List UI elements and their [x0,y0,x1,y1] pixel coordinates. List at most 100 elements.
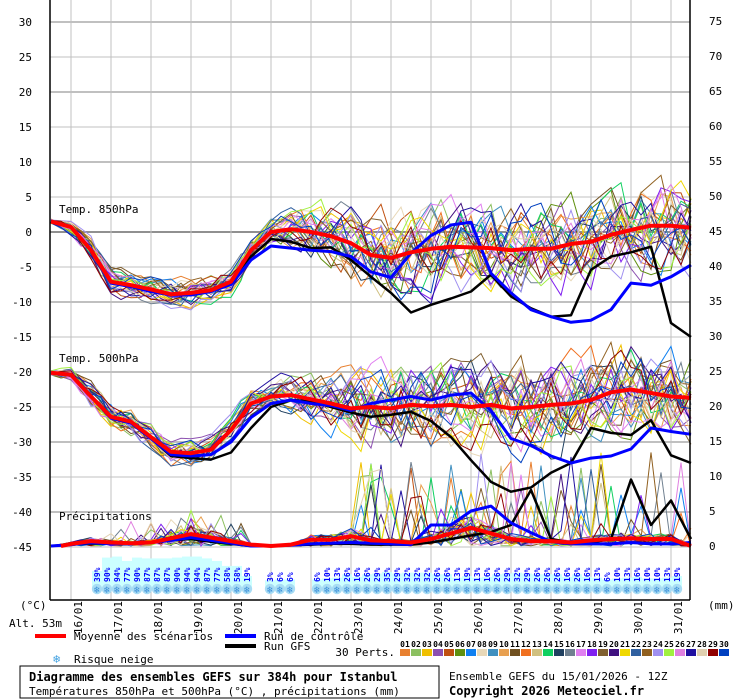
member-number: 12 [521,640,531,649]
snowflake-icon: ❄ [604,585,611,596]
snowflake-icon [571,583,583,595]
left-tick-label: -15 [12,331,32,344]
snow-risk-percent: 87% [203,567,212,582]
snow-risk-bar [372,573,382,588]
left-tick-label: 30 [19,16,32,29]
snow-risk-percent: 6% [313,572,322,582]
left-tick-label: 10 [19,156,32,169]
snow-risk-bar [632,576,642,588]
member-color-swatch [411,649,421,656]
mean-t850-line [50,219,692,297]
snowflake-icon [381,583,393,595]
snowflake-icon: ❄ [654,585,661,596]
snow-risk-percent: 32% [413,567,422,582]
snow-risk-bar [142,558,152,588]
snow-risk-bar [532,574,542,588]
snow-risk-bar [642,578,652,588]
snow-risk-percent: 90% [103,567,112,582]
snow-risk-percent: 3% [266,572,275,582]
snow-risk-percent: 10% [613,567,622,582]
snow-risk-bar [102,557,112,588]
snowflake-icon [631,583,643,595]
snow-risk-bar [452,577,462,588]
snowflake-icon [461,583,473,595]
snow-risk-bar [432,574,442,588]
left-tick-label: 20 [19,86,32,99]
snowflake-icon [111,583,123,595]
date-tick-label: 24/01 [392,601,405,634]
snowflake-icon: ❄ [544,585,551,596]
member-number: 13 [532,640,542,649]
snowflake-icon: ❄ [234,585,241,596]
date-tick-label: 30/01 [632,601,645,634]
snow-risk-bar [232,565,242,588]
snowflake-icon [671,583,683,595]
member-number: 06 [455,640,465,649]
snow-risk-bar [285,579,295,588]
snow-risk-percent: 39% [93,567,102,582]
snowflake-icon [511,583,523,595]
snowflake-icon [151,583,163,595]
member-number: 24 [653,640,663,649]
snowflake-icon [211,583,223,595]
snowflake-icon [531,583,543,595]
member-color-swatch [488,649,498,656]
snow-risk-bar [612,578,622,588]
snow-risk-bar [132,557,142,588]
snowflake-icon [351,583,363,595]
snow-risk-percent: 6% [286,572,295,582]
snowflake-icon: ❄ [624,585,631,596]
snow-risk-percent: 13% [333,567,342,582]
date-tick-label: 28/01 [552,601,565,634]
snowflake-icon [661,583,673,595]
member-number: 02 [411,640,421,649]
date-tick-label: 21/01 [272,601,285,634]
snowflake-icon: ❄ [354,585,361,596]
snow-risk-bar [572,574,582,588]
snowflake-icon [611,583,623,595]
right-tick-label: 0 [709,540,716,553]
snowflake-icon: ❄ [244,585,251,596]
snow-risk-bar [472,577,482,588]
snowflake-icon: ❄ [384,585,391,596]
left-tick-label: -20 [12,366,32,379]
snowflake-icon: ❄ [494,585,501,596]
label-temp-500: Temp. 500hPa [59,352,138,365]
run-label: Ensemble GEFS du 15/01/2026 - 12Z [449,670,668,683]
snowflake-icon [501,583,513,595]
snowflake-icon: ❄ [564,585,571,596]
left-tick-label: 5 [25,191,32,204]
snowflake-icon [181,583,193,595]
perturbation-16-t850 [50,188,692,306]
member-number: 28 [697,640,707,649]
date-tick-label: 22/01 [312,601,325,634]
member-color-swatch [620,649,630,656]
snowflake-icon: ❄ [394,585,401,596]
snow-risk-bar [212,560,222,588]
snowflake-icon [284,583,296,595]
snow-risk-bar [382,571,392,588]
snowflake-icon: ❄ [584,585,591,596]
snow-risk-percent: 26% [343,567,352,582]
snowflake-icon: ❄ [404,585,411,596]
right-tick-label: 75 [709,15,722,28]
snow-risk-percent: 13% [663,567,672,582]
member-color-swatch [510,649,520,656]
snowflake-icon: ❄ [277,585,284,596]
snowflake-icon: ❄ [474,585,481,596]
member-number: 05 [444,640,454,649]
snowflake-icon: ❄ [444,585,451,596]
right-tick-label: 65 [709,85,722,98]
snowflake-icon: ❄ [104,585,111,596]
date-tick-label: 29/01 [592,601,605,634]
snow-risk-bar [352,576,362,588]
snow-risk-band: 39%❄90%❄94%❄77%❄90%❄87%❄87%❄87%❄90%❄94%❄… [91,556,683,596]
member-color-swatch [697,649,707,656]
member-number: 18 [587,640,597,649]
snowflake-icon [471,583,483,595]
member-color-swatch [686,649,696,656]
snow-risk-percent: 16% [633,567,642,582]
member-number: 07 [466,640,476,649]
snow-risk-percent: 10% [643,567,652,582]
perturbation-26-precip [50,462,692,547]
